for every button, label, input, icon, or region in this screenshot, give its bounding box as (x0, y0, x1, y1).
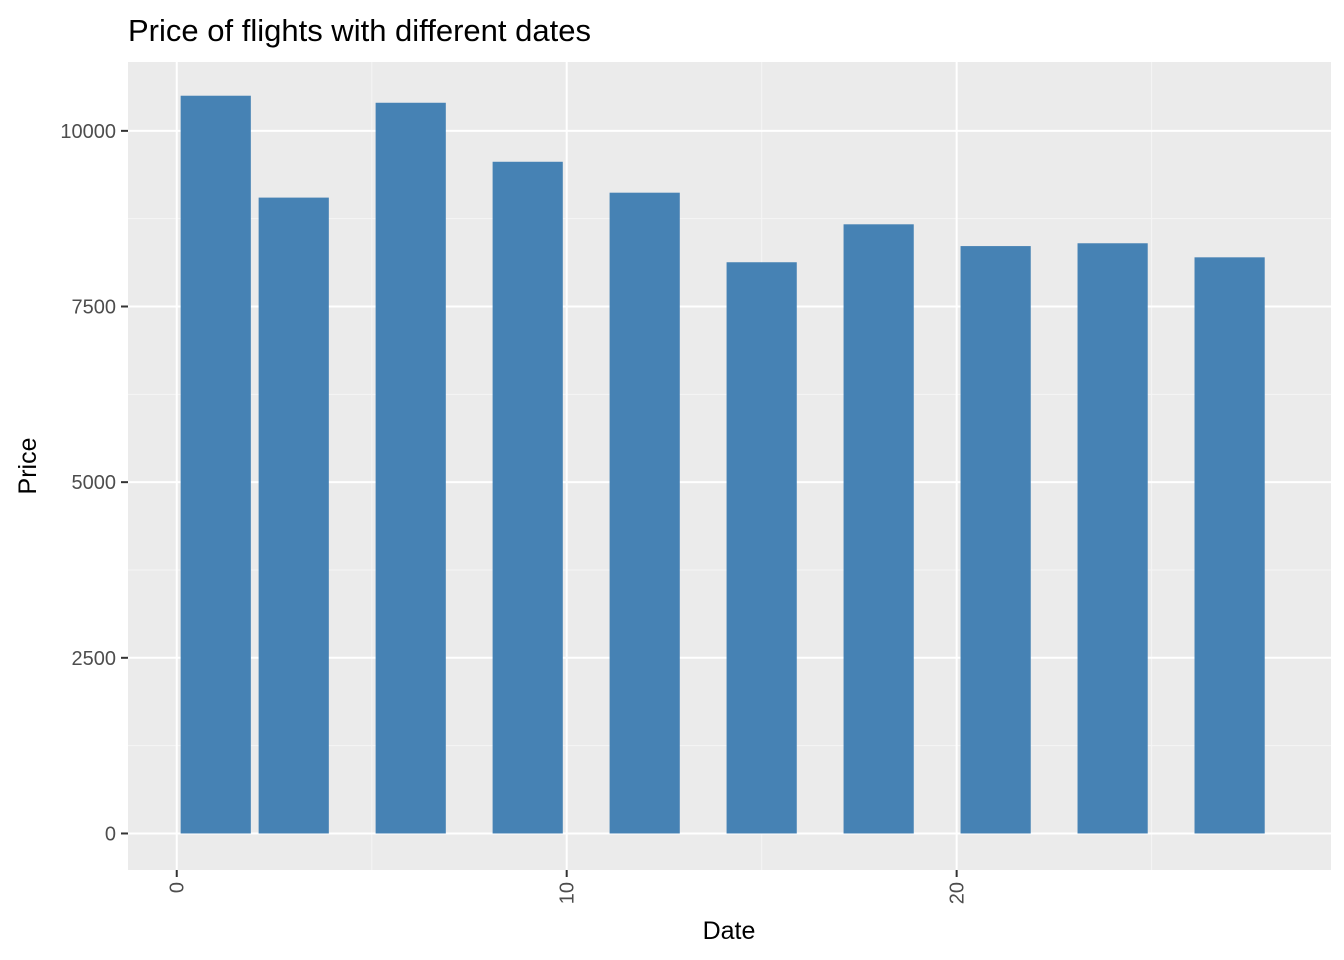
bar (258, 197, 329, 834)
bar (492, 161, 563, 834)
bar (1077, 243, 1148, 834)
y-axis: 0 2500 5000 7500 10000 (60, 121, 128, 845)
bar (1194, 257, 1265, 834)
bar (609, 192, 680, 834)
bar (960, 246, 1031, 834)
bar (180, 95, 251, 834)
y-tick-label: 2500 (72, 648, 117, 670)
y-tick-label: 5000 (72, 472, 117, 494)
bars (180, 95, 1265, 834)
x-axis-title: Date (703, 917, 756, 945)
y-axis-title: Price (14, 438, 42, 495)
x-tick-label: 10 (557, 882, 579, 904)
chart-title: Price of flights with different dates (128, 13, 591, 48)
x-tick-label: 20 (947, 882, 969, 904)
x-axis: 0 10 20 (167, 870, 969, 904)
y-tick-label: 0 (105, 823, 116, 845)
bar (726, 262, 797, 834)
y-tick-label: 10000 (60, 121, 116, 143)
bar (375, 102, 446, 834)
bar (843, 224, 914, 834)
y-tick-label: 7500 (72, 297, 117, 319)
x-tick-label: 0 (167, 882, 189, 893)
